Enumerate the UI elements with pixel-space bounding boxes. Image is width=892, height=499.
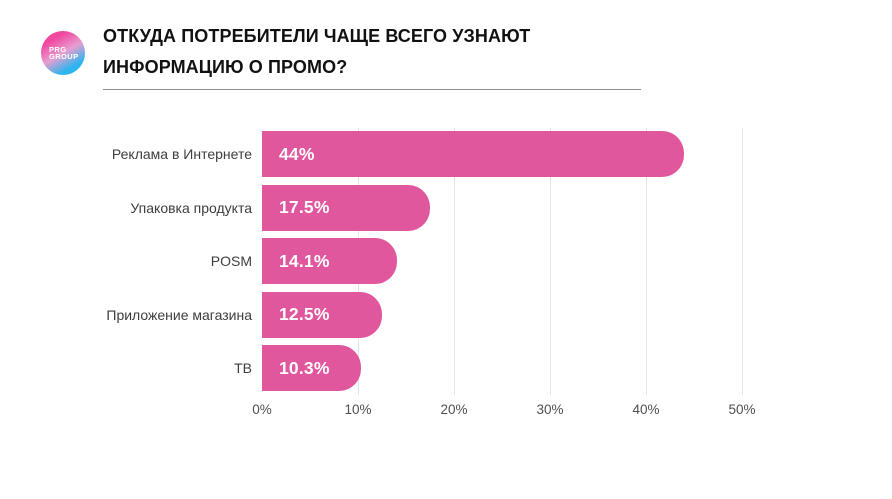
gridline-50 bbox=[742, 128, 743, 395]
x-tick-label: 10% bbox=[344, 402, 372, 417]
x-tick-label: 20% bbox=[440, 402, 468, 417]
bar-value-label: 10.3% bbox=[279, 357, 330, 378]
bar-row: Упаковка продукта 17.5% bbox=[130, 184, 742, 231]
bar: 14.1% bbox=[262, 238, 398, 284]
bar-row: POSM 14.1% bbox=[211, 238, 742, 284]
logo-text-line2: GROUP bbox=[49, 52, 79, 61]
bar-value-label: 17.5% bbox=[279, 197, 330, 217]
bar-value-label: 44% bbox=[279, 143, 315, 164]
category-label: Упаковка продукта bbox=[130, 199, 252, 216]
category-label: Приложение магазина bbox=[106, 306, 252, 323]
bar: 12.5% bbox=[262, 291, 382, 338]
category-label: POSM bbox=[210, 253, 252, 269]
gridline-40 bbox=[646, 128, 647, 395]
bar: 44% bbox=[262, 131, 685, 177]
bar-row: Реклама в Интернете 44% bbox=[112, 131, 742, 177]
gridline-20 bbox=[454, 128, 455, 395]
bar-value-label: 12.5% bbox=[279, 304, 330, 324]
category-label: ТВ bbox=[234, 360, 252, 376]
logo-text-line1: PRG bbox=[49, 44, 67, 54]
bar-row: ТВ 10.3% bbox=[234, 345, 742, 391]
category-label: Реклама в Интернете bbox=[111, 146, 252, 162]
prg-group-logo: PRG GROUP bbox=[41, 31, 85, 75]
gridline-30 bbox=[550, 128, 551, 395]
x-tick-label: 40% bbox=[632, 402, 660, 417]
title-underline bbox=[103, 89, 641, 90]
page-title: ОТКУДА ПОТРЕБИТЕЛИ ЧАЩЕ ВСЕГО УЗНАЮТ ИНФ… bbox=[103, 21, 530, 83]
bar-row: Приложение магазина 12.5% bbox=[106, 291, 742, 338]
bar-value-label: 14.1% bbox=[279, 250, 330, 271]
x-tick-label: 50% bbox=[728, 402, 756, 417]
bar: 17.5% bbox=[262, 184, 430, 231]
x-tick-label: 30% bbox=[536, 402, 564, 417]
x-tick-label: 0% bbox=[252, 402, 272, 417]
bar-chart: Реклама в Интернете 44% Упаковка продукта 1… bbox=[106, 128, 756, 417]
page-title-line2: ИНФОРМАЦИЮ О ПРОМО? bbox=[103, 57, 348, 77]
bar: 10.3% bbox=[262, 345, 361, 391]
page-title-line1: ОТКУДА ПОТРЕБИТЕЛИ ЧАЩЕ ВСЕГО УЗНАЮТ bbox=[103, 26, 531, 46]
